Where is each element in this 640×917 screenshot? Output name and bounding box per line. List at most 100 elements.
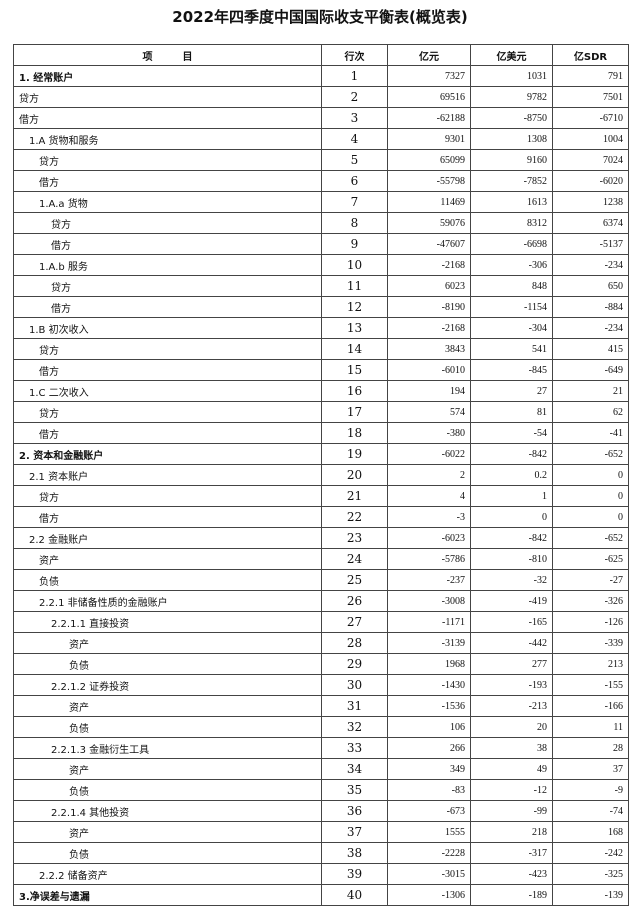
cell-cny: -2168 <box>387 254 471 276</box>
table-row: 贷方 21 4 1 0 <box>13 485 629 507</box>
cell-row-number: 24 <box>321 548 388 570</box>
cell-usd: -419 <box>470 590 553 612</box>
cell-usd: 848 <box>470 275 553 297</box>
cell-item: 借方 <box>13 296 322 318</box>
cell-cny: -6022 <box>387 443 471 465</box>
cell-item: 1.A.b 服务 <box>13 254 322 276</box>
table-row: 资产 31 -1536 -213 -166 <box>13 695 629 717</box>
cell-row-number: 28 <box>321 632 388 654</box>
cell-cny: 4 <box>387 485 471 507</box>
cell-cny: -673 <box>387 800 471 822</box>
cell-sdr: -41 <box>552 422 629 444</box>
cell-row-number: 39 <box>321 863 388 885</box>
header-usd: 亿美元 <box>470 44 553 66</box>
cell-item: 贷方 <box>13 275 322 297</box>
cell-usd: -442 <box>470 632 553 654</box>
cell-row-number: 27 <box>321 611 388 633</box>
cell-sdr: -325 <box>552 863 629 885</box>
cell-usd: -810 <box>470 548 553 570</box>
cell-row-number: 13 <box>321 317 388 339</box>
table-row: 3.净误差与遗漏 40 -1306 -189 -139 <box>13 884 629 906</box>
cell-item: 负债 <box>13 779 322 801</box>
cell-row-number: 18 <box>321 422 388 444</box>
cell-sdr: 28 <box>552 737 629 759</box>
cell-item: 借方 <box>13 170 322 192</box>
cell-item: 1. 经常账户 <box>13 65 322 87</box>
cell-sdr: -234 <box>552 254 629 276</box>
cell-item: 资产 <box>13 632 322 654</box>
cell-usd: -7852 <box>470 170 553 192</box>
table-row: 负债 29 1968 277 213 <box>13 653 629 675</box>
cell-usd: 9160 <box>470 149 553 171</box>
cell-item: 1.B 初次收入 <box>13 317 322 339</box>
table-row: 1.A.a 货物 7 11469 1613 1238 <box>13 191 629 213</box>
cell-usd: 38 <box>470 737 553 759</box>
cell-cny: 194 <box>387 380 471 402</box>
table-row: 2.2.1.3 金融衍生工具 33 266 38 28 <box>13 737 629 759</box>
cell-row-number: 11 <box>321 275 388 297</box>
cell-usd: -317 <box>470 842 553 864</box>
bop-table: 项 目 行次 亿元 亿美元 亿SDR 1. 经常账户 1 7327 1031 791 贷方… <box>13 44 629 906</box>
cell-cny: -8190 <box>387 296 471 318</box>
cell-cny: -3015 <box>387 863 471 885</box>
cell-item: 1.A 货物和服务 <box>13 128 322 150</box>
page-title: 2022年四季度中国国际收支平衡表(概览表) <box>172 8 468 26</box>
cell-item: 资产 <box>13 758 322 780</box>
cell-cny: -3 <box>387 506 471 528</box>
cell-cny: 574 <box>387 401 471 423</box>
cell-usd: 1308 <box>470 128 553 150</box>
cell-sdr: 21 <box>552 380 629 402</box>
cell-sdr: -74 <box>552 800 629 822</box>
table-row: 负债 32 106 20 11 <box>13 716 629 738</box>
cell-item: 2.2.2 储备资产 <box>13 863 322 885</box>
table-row: 贷方 14 3843 541 415 <box>13 338 629 360</box>
cell-cny: -3008 <box>387 590 471 612</box>
cell-usd: -99 <box>470 800 553 822</box>
cell-cny: 1555 <box>387 821 471 843</box>
cell-usd: -842 <box>470 443 553 465</box>
cell-item: 资产 <box>13 695 322 717</box>
cell-cny: 65099 <box>387 149 471 171</box>
cell-usd: -189 <box>470 884 553 906</box>
cell-sdr: -326 <box>552 590 629 612</box>
cell-item: 2.1 资本账户 <box>13 464 322 486</box>
cell-cny: 9301 <box>387 128 471 150</box>
cell-cny: -237 <box>387 569 471 591</box>
cell-row-number: 7 <box>321 191 388 213</box>
cell-sdr: 0 <box>552 464 629 486</box>
cell-sdr: 1004 <box>552 128 629 150</box>
table-row: 1.C 二次收入 16 194 27 21 <box>13 380 629 402</box>
cell-cny: 69516 <box>387 86 471 108</box>
cell-item: 贷方 <box>13 485 322 507</box>
cell-row-number: 26 <box>321 590 388 612</box>
cell-row-number: 29 <box>321 653 388 675</box>
cell-row-number: 10 <box>321 254 388 276</box>
table-row: 2.2.1.4 其他投资 36 -673 -99 -74 <box>13 800 629 822</box>
cell-usd: -6698 <box>470 233 553 255</box>
cell-item: 2.2.1.2 证券投资 <box>13 674 322 696</box>
table-row: 负债 35 -83 -12 -9 <box>13 779 629 801</box>
cell-usd: 0.2 <box>470 464 553 486</box>
cell-cny: 266 <box>387 737 471 759</box>
table-row: 借方 9 -47607 -6698 -5137 <box>13 233 629 255</box>
cell-row-number: 25 <box>321 569 388 591</box>
cell-sdr: 415 <box>552 338 629 360</box>
table-row: 贷方 11 6023 848 650 <box>13 275 629 297</box>
table-row: 2.2.2 储备资产 39 -3015 -423 -325 <box>13 863 629 885</box>
table-row: 负债 25 -237 -32 -27 <box>13 569 629 591</box>
table-row: 负债 38 -2228 -317 -242 <box>13 842 629 864</box>
table-row: 1.A.b 服务 10 -2168 -306 -234 <box>13 254 629 276</box>
cell-row-number: 36 <box>321 800 388 822</box>
cell-sdr: -242 <box>552 842 629 864</box>
cell-usd: 1 <box>470 485 553 507</box>
cell-item: 借方 <box>13 422 322 444</box>
cell-cny: -6010 <box>387 359 471 381</box>
cell-row-number: 2 <box>321 86 388 108</box>
cell-item: 2.2.1.4 其他投资 <box>13 800 322 822</box>
cell-sdr: 0 <box>552 506 629 528</box>
table-row: 1.A 货物和服务 4 9301 1308 1004 <box>13 128 629 150</box>
cell-sdr: -625 <box>552 548 629 570</box>
table-row: 借方 22 -3 0 0 <box>13 506 629 528</box>
cell-cny: -380 <box>387 422 471 444</box>
cell-cny: -3139 <box>387 632 471 654</box>
